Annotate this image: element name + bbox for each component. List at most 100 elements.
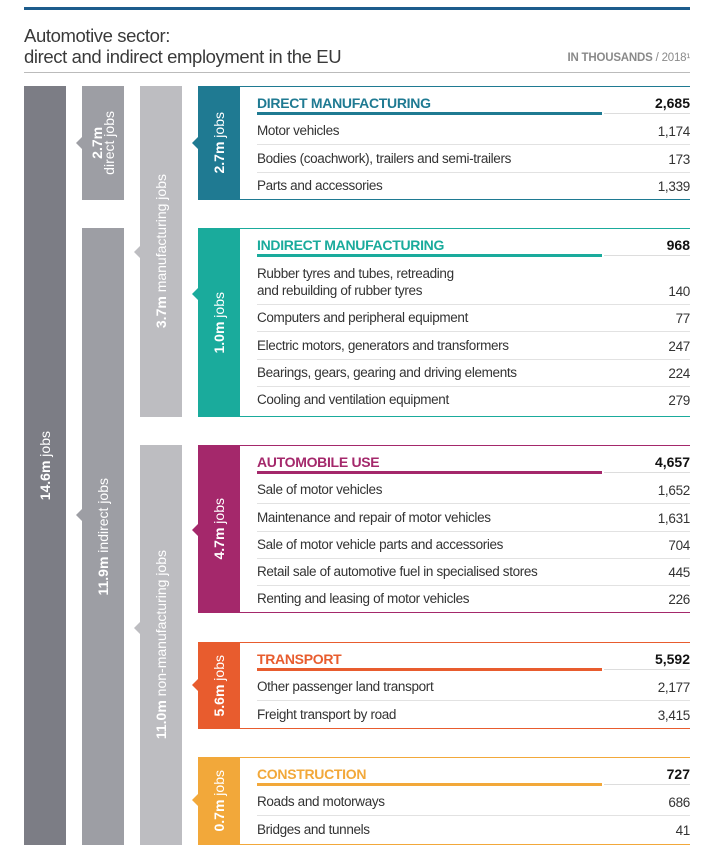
row-label: Bearings, gears, gearing and driving ele… xyxy=(257,364,517,380)
bar-label: direct jobs xyxy=(101,111,117,175)
row-value: 1,631 xyxy=(657,510,691,526)
row-value: 1,174 xyxy=(657,124,691,140)
bar-total-jobs: 14.6m jobs xyxy=(24,86,66,845)
row-label: Motor vehicles xyxy=(257,123,340,139)
row-label: Renting and leasing of motor vehicles xyxy=(257,591,470,607)
row-value: 41 xyxy=(675,822,691,838)
notch-icon xyxy=(134,246,140,258)
tab-unit: jobs xyxy=(211,291,227,322)
units-label: IN THOUSANDS / 2018¹ xyxy=(567,52,690,64)
tab-value: 1.0m xyxy=(211,321,227,354)
section-title: CONSTRUCTION xyxy=(257,766,367,782)
table-row: Other passenger land transport 2,177 xyxy=(257,673,690,700)
tab-unit: jobs xyxy=(211,498,227,528)
row-value: 226 xyxy=(668,592,690,608)
section-automobile-use: AUTOMOBILE USE 4,657 Sale of motor vehicle… xyxy=(240,445,690,613)
chart-title: Automotive sector: direct and indirect e… xyxy=(24,25,342,67)
tab-text: 0.7m jobs xyxy=(198,757,240,845)
notch-icon xyxy=(192,679,198,691)
title-line-2: direct and indirect employment in the EU xyxy=(24,46,342,67)
row-label: Sale of motor vehicle parts and accessor… xyxy=(257,536,504,552)
header-rule xyxy=(604,472,690,473)
table-row: Motor vehicles 1,174 xyxy=(257,117,690,144)
bar-value: 11.9m xyxy=(95,556,111,596)
tab-unit: jobs xyxy=(211,654,227,685)
section-total: 968 xyxy=(666,237,690,253)
section-transport: TRANSPORT 5,592 Other passenger land trans… xyxy=(240,642,690,729)
section-title: AUTOMOBILE USE xyxy=(257,454,380,470)
section-tab: 5.6m jobs xyxy=(192,642,240,729)
notch-icon xyxy=(192,794,198,806)
section-tab: 2.7m jobs xyxy=(192,86,240,200)
row-value: 686 xyxy=(668,795,690,811)
row-value: 77 xyxy=(675,311,691,327)
table-row: Electric motors, generators and transfor… xyxy=(257,331,690,358)
row-label: Bodies (coachwork), trailers and semi-tr… xyxy=(257,150,511,166)
bar-value: 3.7m xyxy=(153,296,169,329)
notch-icon xyxy=(192,288,198,300)
row-value: 279 xyxy=(668,393,690,409)
section-title: INDIRECT MANUFACTURING xyxy=(257,237,445,253)
bar-label: non-manufacturing jobs xyxy=(153,550,169,701)
tab-label: 1.0m jobs xyxy=(211,291,227,354)
table-row: Roads and motorways 686 xyxy=(257,788,690,815)
row-label: Roads and motorways xyxy=(257,794,385,810)
table-row: Bearings, gears, gearing and driving ele… xyxy=(257,358,690,386)
row-value: 1,339 xyxy=(657,178,691,194)
row-label: Parts and accessories xyxy=(257,177,383,193)
tab-label: 0.7m jobs xyxy=(211,770,227,832)
header-rule xyxy=(604,669,690,670)
row-label: Sale of motor vehicles xyxy=(257,482,383,498)
notch-icon xyxy=(76,137,82,149)
section-tab: 1.0m jobs xyxy=(192,228,240,417)
table-row: Freight transport by road 3,415 xyxy=(257,700,690,727)
section-total: 2,685 xyxy=(654,95,690,111)
table-row: Sale of motor vehicles 1,652 xyxy=(257,476,690,503)
notch-icon xyxy=(192,137,198,149)
table-row: Renting and leasing of motor vehicles 226 xyxy=(257,585,690,612)
units-text: IN THOUSANDS xyxy=(567,52,653,64)
bar-manufacturing-jobs: 3.7m manufacturing jobs xyxy=(134,86,182,417)
bar-label: jobs xyxy=(37,430,53,461)
notch-icon xyxy=(192,524,198,536)
section-total: 5,592 xyxy=(654,651,690,667)
header-rule xyxy=(604,113,690,114)
row-value: 140 xyxy=(668,284,690,299)
table-row: Sale of motor vehicle parts and accessor… xyxy=(257,530,690,558)
row-label: Rubber tyres and tubes, retreading and r… xyxy=(257,266,454,298)
section-construction: CONSTRUCTION 727 Roads and motorways 686 Bri… xyxy=(240,757,690,845)
tab-unit: jobs xyxy=(211,770,227,800)
section-underline xyxy=(257,471,602,474)
row-value: 1,652 xyxy=(657,483,691,499)
row-label: Bridges and tunnels xyxy=(257,821,370,837)
tab-text: 4.7m jobs xyxy=(198,445,240,613)
tab-text: 1.0m jobs xyxy=(198,228,240,417)
section-header: CONSTRUCTION 727 xyxy=(240,758,690,788)
tab-unit: jobs xyxy=(211,112,227,142)
tab-value: 2.7m xyxy=(211,141,227,174)
top-rule xyxy=(24,7,690,10)
tab-label: 4.7m jobs xyxy=(211,498,227,560)
bar-label: indirect jobs xyxy=(95,477,111,557)
section-header: TRANSPORT 5,592 xyxy=(240,643,690,673)
notch-icon xyxy=(134,622,140,634)
section-tab: 4.7m jobs xyxy=(192,445,240,613)
table-row: Maintenance and repair of motor vehicles… xyxy=(257,503,690,530)
section-title: DIRECT MANUFACTURING xyxy=(257,95,431,111)
table-row: Parts and accessories 1,339 xyxy=(257,171,691,199)
tab-label: 5.6m jobs xyxy=(211,654,227,717)
section-indirect-manufacturing: INDIRECT MANUFACTURING 968 Rubber tyres an… xyxy=(240,228,690,417)
bar-indirect-jobs: 11.9m indirect jobs xyxy=(76,228,124,845)
row-value: 173 xyxy=(668,151,690,167)
title-rule xyxy=(24,72,690,73)
row-value: 2,177 xyxy=(657,680,691,696)
row-label: Electric motors, generators and transfor… xyxy=(257,337,509,353)
row-label: Computers and peripheral equipment xyxy=(257,310,468,326)
header-rule xyxy=(604,784,690,785)
bar-label: manufacturing jobs xyxy=(153,174,169,297)
notch-icon xyxy=(76,509,82,521)
bar-value: 11.0m xyxy=(153,700,169,740)
tab-value: 4.7m xyxy=(211,527,227,560)
row-value: 3,415 xyxy=(657,707,691,723)
table-row: Bridges and tunnels 41 xyxy=(257,815,690,842)
